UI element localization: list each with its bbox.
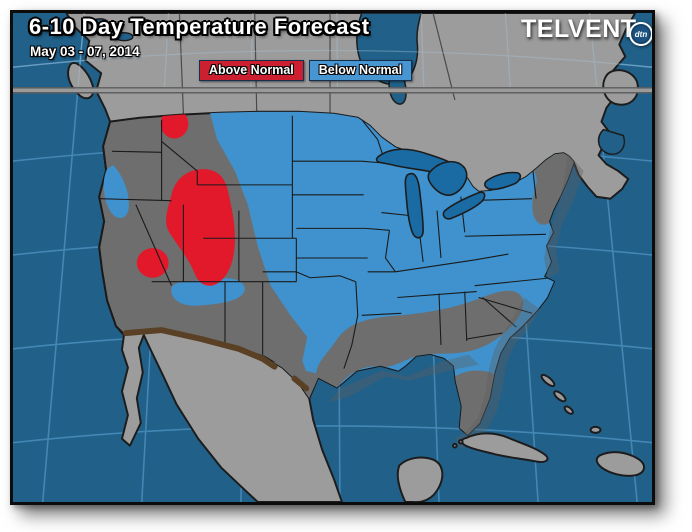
cuba: [461, 432, 549, 463]
forecast-map-frame: 6-10 Day Temperature Forecast May 03 - 0…: [10, 10, 655, 505]
offshore-normal-tint: [328, 153, 584, 450]
rio-grande-border-strip: [291, 375, 310, 392]
normal-region-gulf-coast: [315, 290, 524, 389]
bahamas-island: [540, 373, 556, 388]
map-title: 6-10 Day Temperature Forecast: [29, 14, 370, 39]
florida-keys: [452, 442, 458, 449]
us-mexico-border-strip: [122, 327, 278, 370]
date-range: May 03 - 07, 2014: [30, 44, 140, 59]
legend-above-normal-badge: Above Normal: [199, 60, 304, 81]
bahamas-island: [553, 390, 567, 403]
legend-below-normal-badge: Below Normal: [308, 60, 413, 81]
above-normal-region-great-basin: [166, 169, 235, 286]
small-island: [589, 425, 602, 434]
islands: [396, 373, 645, 502]
legend: Above Normal Below Normal: [199, 60, 413, 81]
great-lakes: [375, 148, 522, 239]
telvent-logo: TELVENT: [521, 15, 637, 43]
lake-michigan: [404, 172, 424, 239]
dtn-logo-icon: dtn: [629, 22, 652, 46]
yucatan-belize: [396, 456, 444, 502]
above-normal-region-south-nevada: [136, 248, 169, 278]
bahamas-island: [563, 405, 574, 415]
above-normal-region-north-washington: [160, 111, 189, 139]
northern-lake: [139, 19, 153, 27]
lake-ontario: [484, 171, 522, 191]
northern-lake: [91, 18, 109, 28]
normal-region-south-florida: [454, 370, 497, 435]
florida-keys: [458, 438, 464, 445]
below-normal-region-north-california-coast: [103, 165, 129, 219]
separator-bar: [13, 87, 652, 94]
header-graticule: [13, 13, 652, 88]
gulf-st-lawrence: [597, 128, 625, 155]
lake-erie: [442, 191, 486, 220]
northern-lake: [114, 32, 134, 42]
lake-huron: [427, 160, 468, 196]
below-normal-region-arizona: [171, 278, 245, 306]
north-america-map: [13, 13, 652, 502]
hispaniola: [595, 451, 645, 477]
